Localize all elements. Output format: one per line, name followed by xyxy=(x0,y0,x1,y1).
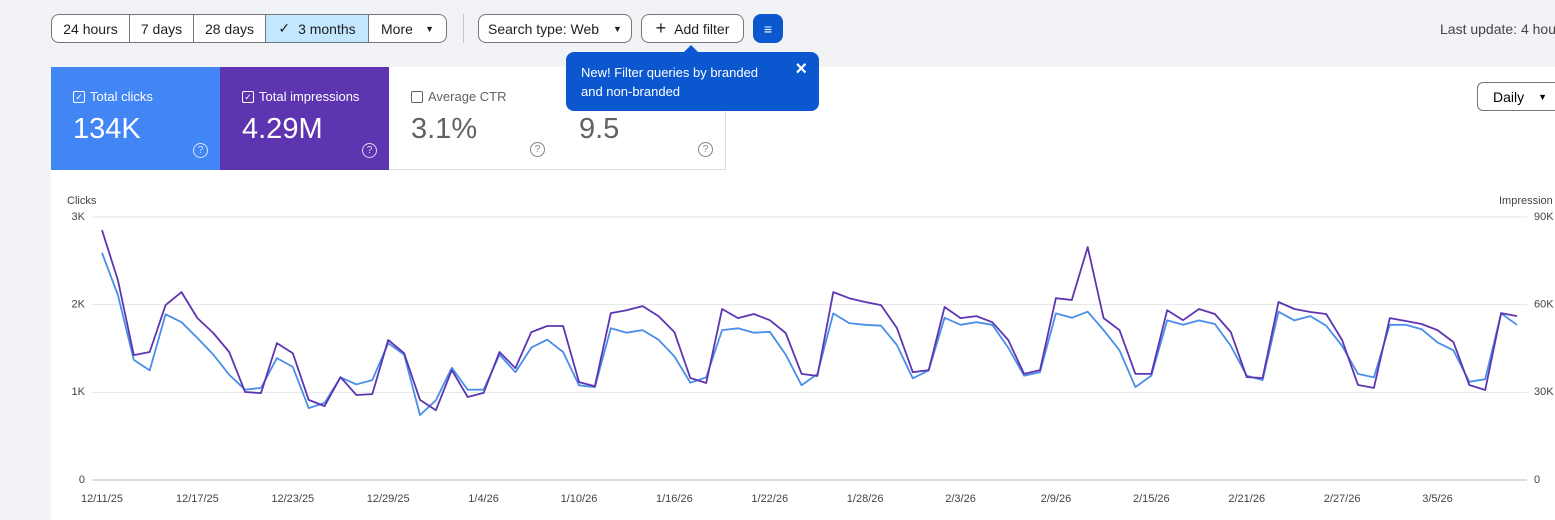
x-tick-label: 1/10/26 xyxy=(561,493,598,505)
metric-card[interactable]: ✓ Total impressions 4.29M? xyxy=(220,67,389,170)
search-type-label: Search type: Web xyxy=(488,20,600,37)
x-tick-label: 2/9/26 xyxy=(1041,493,1072,505)
y2-axis-label: Impression xyxy=(1499,195,1553,207)
range-button-selected[interactable]: ✓ 3 months xyxy=(265,14,368,43)
y-tick-label: 3K xyxy=(72,211,86,223)
x-tick-label: 1/16/26 xyxy=(656,493,693,505)
x-tick-label: 1/28/26 xyxy=(847,493,884,505)
range-button[interactable]: 7 days xyxy=(129,14,193,43)
metric-label: Average CTR xyxy=(428,89,507,104)
x-tick-label: 12/11/25 xyxy=(81,493,123,505)
metric-value: 3.1% xyxy=(411,113,478,145)
close-button[interactable]: × xyxy=(795,58,807,80)
y-tick-label: 2K xyxy=(72,299,86,311)
y-tick-label: 0 xyxy=(79,474,85,486)
filter-icon-button[interactable]: ≡ xyxy=(753,14,783,43)
add-filter-button[interactable]: + Add filter xyxy=(641,14,744,43)
y2-tick-label: 60K xyxy=(1534,299,1554,311)
x-tick-label: 2/21/26 xyxy=(1228,493,1265,505)
x-tick-label: 1/4/26 xyxy=(468,493,499,505)
range-label: 3 months xyxy=(298,20,356,37)
metric-value: 9.5 xyxy=(579,113,620,145)
search-type-button[interactable]: Search type: Web ▼ xyxy=(478,14,632,43)
range-button[interactable]: 28 days xyxy=(193,14,265,43)
metric-card[interactable]: ✓ Total clicks 134K? xyxy=(51,67,220,170)
more-button[interactable]: More ▼ xyxy=(368,14,447,43)
y-tick-label: 1K xyxy=(72,386,86,398)
metric-label: Total impressions xyxy=(259,89,360,104)
x-tick-label: 12/17/25 xyxy=(176,493,219,505)
x-tick-label: 2/27/26 xyxy=(1324,493,1361,505)
y2-tick-label: 90K xyxy=(1534,211,1554,223)
series-line xyxy=(101,252,1518,416)
tooltip: New! Filter queries by branded and non-b… xyxy=(566,45,819,111)
granularity-dropdown[interactable]: Daily ▼ xyxy=(1477,82,1555,111)
add-filter-label: Add filter xyxy=(674,20,730,37)
last-update: Last update: 4 hou xyxy=(1440,21,1555,37)
series-line xyxy=(101,229,1518,412)
metric-value: 134K xyxy=(73,113,141,145)
range-button[interactable]: 24 hours xyxy=(51,14,129,43)
more-label: More xyxy=(381,20,413,37)
y2-tick-label: 0 xyxy=(1534,474,1540,486)
x-tick-label: 2/15/26 xyxy=(1133,493,1170,505)
x-tick-label: 1/22/26 xyxy=(751,493,788,505)
granularity-label: Daily xyxy=(1493,88,1525,105)
divider xyxy=(463,14,464,43)
metric-value: 4.29M xyxy=(242,113,323,145)
x-tick-label: 12/29/25 xyxy=(367,493,410,505)
x-tick-label: 3/5/26 xyxy=(1422,493,1453,505)
x-tick-label: 2/3/26 xyxy=(945,493,976,505)
metric-label: Total clicks xyxy=(90,89,153,104)
y-axis-label: Clicks xyxy=(67,195,97,207)
x-tick-label: 12/23/25 xyxy=(271,493,314,505)
tooltip-text: New! Filter queries by branded and non-b… xyxy=(581,65,759,99)
y2-tick-label: 30K xyxy=(1534,386,1554,398)
